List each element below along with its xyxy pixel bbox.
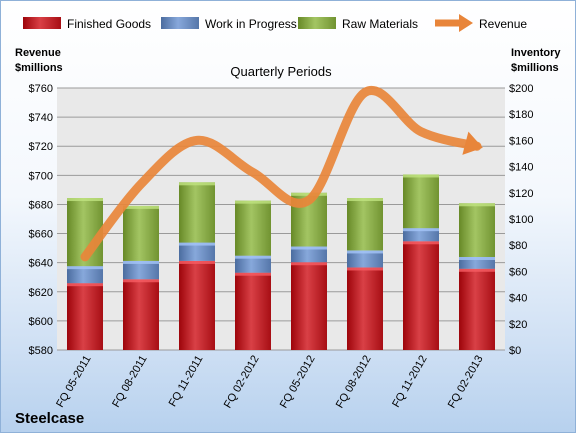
- bar-segment: [179, 242, 215, 261]
- left-tick-label: $740: [29, 112, 53, 124]
- bar-segment: [67, 266, 103, 284]
- left-tick-label: $640: [29, 258, 53, 270]
- bar-segment-cap: [459, 256, 495, 260]
- legend-swatch: [23, 17, 61, 29]
- bar-segment-cap: [67, 266, 103, 270]
- right-tick-label: $180: [509, 109, 533, 121]
- x-axis: FQ 05-2011 FQ 08-2011 FQ 11-2011 FQ 02-2012…: [54, 354, 485, 411]
- left-tick-label: $700: [29, 170, 53, 182]
- left-tick-label: $760: [29, 83, 53, 95]
- bar-segment: [235, 255, 271, 273]
- bar-segment: [179, 182, 215, 243]
- right-tick-label: $100: [509, 214, 533, 226]
- right-tick-label: $120: [509, 188, 533, 200]
- legend-label: Finished Goods: [67, 17, 151, 31]
- legend-arrow-swatch: [459, 14, 473, 32]
- x-tick-label: FQ 08-2011: [110, 354, 149, 410]
- right-tick-label: $0: [509, 345, 521, 357]
- bar-segment-cap: [179, 182, 215, 186]
- bar-segment: [123, 205, 159, 261]
- bar-segment: [459, 268, 495, 350]
- right-tick-label: $160: [509, 135, 533, 147]
- bar-segment: [403, 241, 439, 350]
- left-tick-label: $720: [29, 141, 53, 153]
- x-tick-label: FQ 08-2012: [334, 354, 374, 411]
- x-tick-label: FQ 11-2011: [167, 354, 206, 409]
- bar-segment: [403, 174, 439, 229]
- bar-segment-cap: [235, 200, 271, 204]
- bars: [67, 174, 495, 350]
- x-tick-label: FQ 05-2012: [278, 354, 318, 411]
- bar-segment: [459, 256, 495, 269]
- left-tick-label: $680: [29, 199, 53, 211]
- left-tick-label: $580: [29, 345, 53, 357]
- bar-segment-cap: [67, 283, 103, 287]
- right-tick-label: $80: [509, 240, 527, 252]
- revenue-line-path: [80, 85, 482, 262]
- bar-segment: [235, 272, 271, 350]
- bar-segment: [67, 283, 103, 350]
- x-tick-label: FQ 11-2012: [390, 354, 429, 410]
- company-name: Steelcase: [15, 410, 84, 427]
- bar-segment: [347, 198, 383, 251]
- bar-segment-cap: [179, 260, 215, 264]
- x-tick-label: FQ 02-2013: [446, 354, 486, 411]
- right-tick-label: $40: [509, 293, 527, 305]
- legend-label: Work in Progress: [205, 17, 297, 31]
- right-axis-title-line1: Inventory: [511, 47, 561, 59]
- revenue-line: [80, 85, 483, 262]
- x-tick-label: FQ 02-2012: [222, 354, 262, 411]
- bar-segment-cap: [291, 262, 327, 266]
- right-tick-label: $60: [509, 266, 527, 278]
- left-tick-label: $620: [29, 287, 53, 299]
- bar-segment: [459, 203, 495, 257]
- legend-label: Raw Materials: [342, 17, 418, 31]
- left-tick-label: $600: [29, 316, 53, 328]
- bar-segment-cap: [123, 279, 159, 283]
- bar-segment-cap: [123, 260, 159, 264]
- bar-segment-cap: [235, 255, 271, 259]
- bar-segment-cap: [347, 267, 383, 271]
- right-tick-label: $140: [509, 162, 533, 174]
- legend-swatch: [161, 17, 199, 29]
- bar-segment: [403, 228, 439, 242]
- bar-segment-cap: [179, 242, 215, 246]
- bar-segment-cap: [459, 203, 495, 207]
- bar-segment-cap: [459, 268, 495, 272]
- right-axis: $0 $20 $40 $60 $80 $100 $120 $140 $160 $180 $200: [509, 83, 533, 357]
- legend: Finished Goods Work in Progress Raw Materi…: [23, 14, 527, 32]
- right-axis-title-line2: $millions: [511, 62, 559, 74]
- bar-segment-cap: [347, 198, 383, 202]
- bar-segment-cap: [291, 246, 327, 250]
- x-tick-label: FQ 05-2011: [54, 354, 93, 410]
- bar-segment: [347, 267, 383, 350]
- right-tick-label: $20: [509, 319, 527, 331]
- right-tick-label: $200: [509, 83, 533, 95]
- bar-segment: [291, 246, 327, 263]
- bar-segment-cap: [123, 205, 159, 209]
- revenue-line-arrowhead: [462, 131, 483, 155]
- bar-segment-cap: [403, 228, 439, 232]
- bar-segment: [123, 260, 159, 280]
- legend-label: Revenue: [479, 17, 527, 31]
- bar-segment: [347, 250, 383, 268]
- bar-segment: [235, 200, 271, 256]
- bar-segment-cap: [67, 198, 103, 202]
- bar-segment-cap: [347, 250, 383, 254]
- bar-segment: [291, 262, 327, 350]
- bar-segment: [179, 260, 215, 350]
- legend-swatch: [298, 17, 336, 29]
- left-axis-title-line1: Revenue: [15, 47, 61, 59]
- bar-segment-cap: [403, 241, 439, 245]
- chart-title: Quarterly Periods: [230, 64, 332, 79]
- bar-segment: [123, 279, 159, 350]
- left-axis-title-line2: $millions: [15, 62, 63, 74]
- left-axis: $580 $600 $620 $640 $660 $680 $700 $720 $740 $760: [29, 83, 53, 357]
- left-tick-label: $660: [29, 229, 53, 241]
- bar-segment-cap: [235, 272, 271, 276]
- bar-segment-cap: [403, 174, 439, 178]
